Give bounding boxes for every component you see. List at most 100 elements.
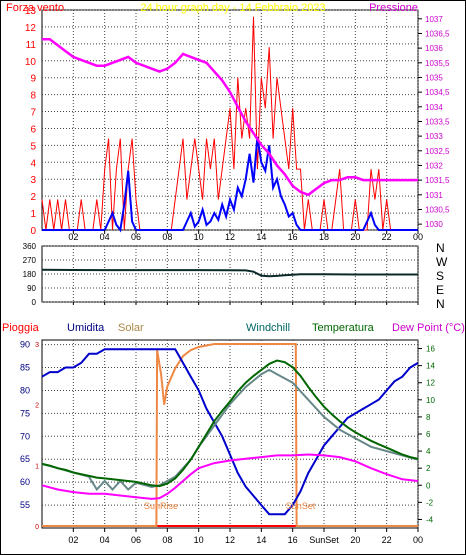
- humidity-tick-label: 80: [20, 385, 30, 395]
- x-tick-label: 00: [413, 535, 423, 545]
- x-tick-label: 00: [413, 232, 423, 242]
- chart-title: 24 hour graph day - 14 Febbraio 2023: [140, 2, 325, 14]
- pressure-tick-label: 1036,5: [425, 29, 450, 38]
- humidity-tick-label: 85: [20, 363, 30, 373]
- pressure-tick-label: 1032,5: [425, 147, 450, 156]
- wind-pressure-ticks: 01234567891011121310301030,510311031,510…: [25, 6, 450, 242]
- x-tick-label: 06: [131, 535, 141, 545]
- legend-item-1: Umidita: [67, 322, 105, 334]
- temp-humidity-series: SunRise SunSet: [41, 343, 419, 527]
- wind-tick-label: 11: [26, 40, 37, 51]
- direction-tick-label: 90: [27, 284, 36, 293]
- temp-tick-label: 4: [426, 447, 431, 456]
- pressure-tick-label: 1030,5: [425, 205, 450, 214]
- rain-tick-label: 2: [35, 403, 39, 410]
- direction-tick-label: 270: [23, 256, 37, 265]
- wind-tick-label: 13: [25, 6, 37, 17]
- series-solar: [42, 343, 418, 527]
- temp-tick-label: 16: [426, 345, 435, 354]
- pressure-tick-label: 1036: [425, 44, 443, 53]
- series-forza-vento: [42, 136, 418, 233]
- legend-item-4: Temperatura: [312, 322, 375, 334]
- x-tick-label: 22: [382, 232, 392, 242]
- wind-tick-label: 4: [30, 158, 36, 169]
- x-tick-label: 08: [162, 232, 172, 242]
- x-tick-label: 10: [194, 535, 204, 545]
- x-tick-label: 20: [350, 535, 360, 545]
- series-dew-point: [41, 453, 419, 500]
- series-raffica: [41, 16, 418, 231]
- direction-tick-label: 180: [23, 270, 37, 279]
- series-umidita: [41, 348, 419, 516]
- rain-tick-label: 0: [35, 524, 39, 531]
- wind-tick-label: 2: [30, 192, 36, 203]
- pressure-tick-label: 1037: [425, 15, 443, 24]
- humidity-tick-label: 70: [20, 431, 30, 441]
- temp-tick-label: 2: [426, 464, 431, 473]
- temp-tick-label: -2: [426, 498, 434, 507]
- x-tick-label: SunSet: [309, 535, 339, 545]
- compass-label: S: [436, 269, 444, 283]
- wind-pressure-series: [41, 16, 418, 233]
- x-tick-label: 02: [68, 535, 78, 545]
- x-tick-label: 14: [256, 535, 266, 545]
- temp-tick-label: 10: [426, 396, 435, 405]
- legend-item-3: Windchill: [246, 322, 290, 334]
- x-tick-label: 02: [68, 232, 78, 242]
- x-tick-label: 20: [350, 232, 360, 242]
- compass-label: N: [436, 241, 445, 255]
- humidity-tick-label: 60: [20, 477, 30, 487]
- direction-tick-label: 0: [32, 298, 37, 307]
- wind-pressure-grid: [42, 9, 419, 231]
- pressure-axis-label: Pressione: [369, 2, 418, 14]
- wind-pressure-chart: 01234567891011121310301030,510311031,510…: [6, 2, 450, 242]
- x-tick-label: 14: [256, 232, 266, 242]
- humidity-tick-label: 90: [20, 340, 30, 350]
- sunset-annotation: SunSet: [286, 501, 316, 511]
- wind-tick-label: 5: [30, 141, 36, 152]
- compass-label: N: [436, 297, 445, 311]
- humidity-tick-label: 75: [20, 408, 30, 418]
- compass-label: E: [436, 283, 444, 297]
- x-tick-label: 12: [225, 535, 235, 545]
- pressure-tick-label: 1033,5: [425, 117, 450, 126]
- legend-item-2: Solar: [118, 322, 144, 334]
- x-tick-label: 12: [225, 232, 235, 242]
- series-temperatura: [41, 359, 419, 488]
- x-tick-label: 16: [288, 232, 298, 242]
- direction-tick-label: 360: [23, 242, 37, 251]
- x-tick-label: 06: [131, 232, 141, 242]
- legend-item-5: Dew Point (°C): [392, 322, 465, 334]
- pressure-tick-label: 1035: [425, 73, 443, 82]
- temp-tick-label: 0: [426, 481, 431, 490]
- x-tick-label: 22: [382, 535, 392, 545]
- wind-direction-series: [41, 268, 418, 278]
- pressure-tick-label: 1035,5: [425, 59, 450, 68]
- x-tick-label: 08: [162, 535, 172, 545]
- temp-tick-label: -4: [426, 515, 434, 524]
- humidity-tick-label: 55: [20, 500, 30, 510]
- temp-humidity-grid: [42, 340, 419, 528]
- wind-tick-label: 10: [25, 57, 37, 68]
- wind-tick-label: 6: [30, 124, 36, 135]
- wind-tick-label: 9: [30, 74, 36, 85]
- temp-tick-label: 12: [426, 379, 435, 388]
- x-tick-label: 18: [319, 232, 329, 242]
- x-tick-label: 04: [100, 535, 110, 545]
- wind-tick-label: 0: [30, 226, 36, 237]
- wind-tick-label: 12: [25, 23, 37, 34]
- temp-tick-label: 6: [426, 430, 431, 439]
- rain-tick-label: 1: [35, 463, 39, 470]
- pressure-tick-label: 1030: [425, 220, 443, 229]
- legend-item-0: Pioggia: [2, 322, 40, 334]
- temp-tick-label: 14: [426, 362, 435, 371]
- pressure-tick-label: 1031: [425, 191, 443, 200]
- series-wind-direction: [41, 268, 418, 278]
- temp-humidity-chart: SunRise SunSet 55606570758085900123-4-202…: [2, 322, 465, 545]
- humidity-tick-label: 65: [20, 454, 30, 464]
- x-tick-label: 16: [288, 535, 298, 545]
